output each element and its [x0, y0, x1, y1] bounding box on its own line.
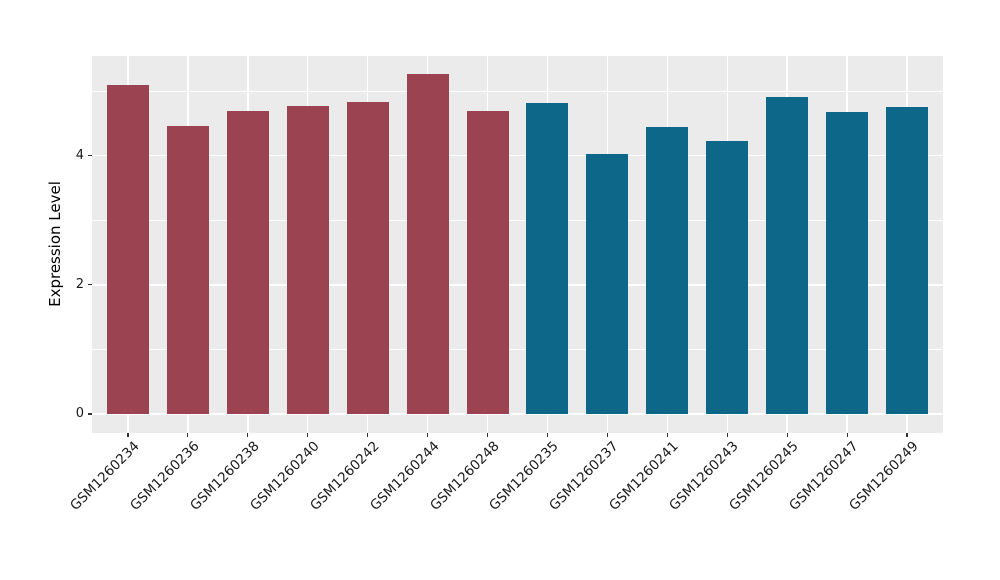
x-tick-mark-GSM1260240 — [307, 433, 309, 437]
x-tick-mark-GSM1260249 — [906, 433, 908, 437]
x-tick-mark-GSM1260245 — [786, 433, 788, 437]
gridline-major-y-0 — [92, 413, 943, 415]
x-tick-mark-GSM1260241 — [666, 433, 668, 437]
x-tick-mark-GSM1260237 — [606, 433, 608, 437]
x-tick-label-GSM1260245: GSM1260245 — [726, 438, 802, 514]
gridline-major-y-2 — [92, 283, 943, 286]
x-tick-mark-GSM1260238 — [247, 433, 249, 437]
y-tick-label-0: 0 — [75, 406, 84, 421]
bar-GSM1260245 — [766, 97, 809, 414]
x-tick-label-GSM1260247: GSM1260247 — [786, 438, 862, 514]
x-tick-label-GSM1260235: GSM1260235 — [486, 438, 563, 514]
x-tick-label-GSM1260238: GSM1260238 — [186, 438, 263, 514]
x-tick-label-GSM1260249: GSM1260249 — [846, 438, 922, 514]
bar-GSM1260243 — [706, 140, 749, 414]
x-tick-label-GSM1260240: GSM1260240 — [246, 438, 323, 514]
bar-GSM1260237 — [586, 154, 629, 414]
gridline-minor-y-5 — [92, 90, 943, 92]
bar-GSM1260242 — [346, 101, 389, 414]
bar-GSM1260240 — [286, 105, 329, 414]
y-tick-label-4: 4 — [75, 147, 84, 163]
bar-GSM1260238 — [226, 111, 269, 414]
gridline-minor-y-3 — [92, 219, 943, 221]
x-tick-label-GSM1260237: GSM1260237 — [546, 438, 622, 514]
x-tick-mark-GSM1260243 — [726, 433, 728, 437]
x-tick-label-GSM1260242: GSM1260242 — [306, 438, 383, 514]
bar-GSM1260249 — [886, 107, 929, 414]
bar-GSM1260248 — [466, 111, 509, 414]
y-tick-mark-0 — [88, 413, 92, 415]
x-tick-mark-GSM1260242 — [367, 433, 369, 437]
y-tick-mark-2 — [88, 284, 92, 286]
y-tick-mark-4 — [88, 155, 92, 157]
x-tick-mark-GSM1260234 — [127, 433, 129, 437]
x-tick-label-GSM1260241: GSM1260241 — [606, 438, 682, 514]
gridline-major-y-4 — [92, 154, 943, 157]
gridline-minor-y-1 — [92, 348, 943, 350]
x-tick-mark-GSM1260236 — [187, 433, 189, 437]
y-tick-label-2: 2 — [75, 276, 84, 292]
x-tick-mark-GSM1260235 — [546, 433, 549, 437]
x-tick-label-GSM1260236: GSM1260236 — [126, 438, 203, 514]
bar-GSM1260235 — [526, 103, 569, 414]
bar-GSM1260241 — [646, 126, 689, 414]
x-tick-label-GSM1260244: GSM1260244 — [366, 438, 443, 514]
x-tick-mark-GSM1260247 — [846, 433, 848, 437]
bar-GSM1260234 — [106, 84, 149, 414]
x-tick-label-GSM1260243: GSM1260243 — [666, 438, 742, 514]
x-tick-mark-GSM1260244 — [427, 433, 429, 437]
bar-GSM1260244 — [406, 73, 449, 414]
x-tick-mark-GSM1260248 — [486, 433, 489, 437]
x-tick-label-GSM1260248: GSM1260248 — [426, 438, 503, 514]
bar-GSM1260236 — [166, 125, 209, 414]
x-tick-label-GSM1260234: GSM1260234 — [67, 438, 143, 514]
plot-panel — [92, 56, 943, 433]
bar-GSM1260247 — [826, 112, 869, 414]
